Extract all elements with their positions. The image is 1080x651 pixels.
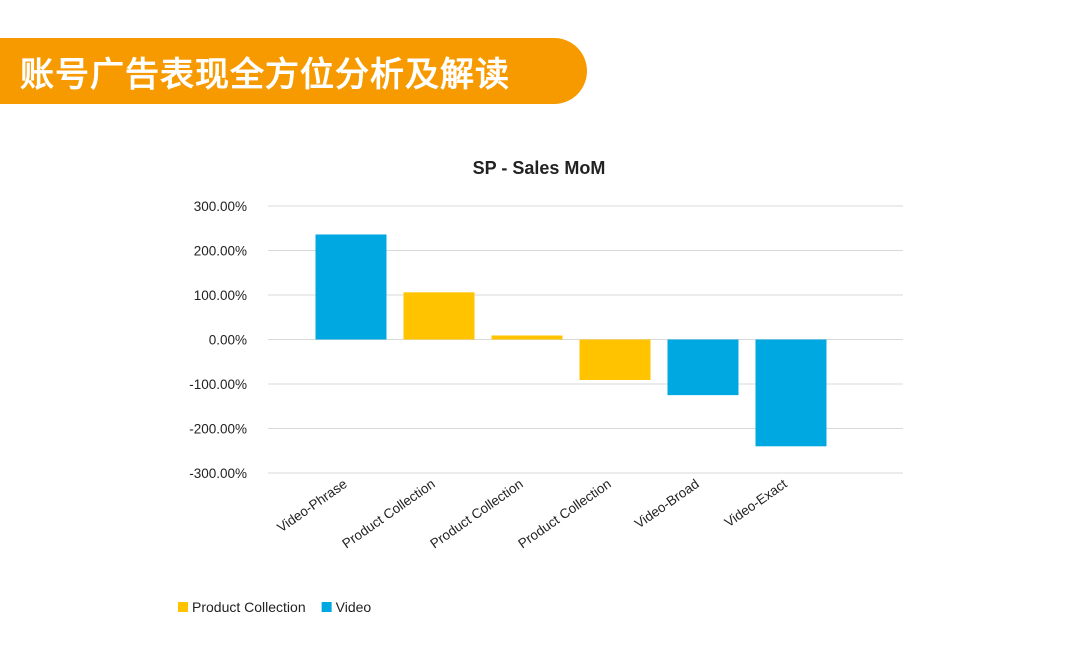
bar [403, 292, 475, 340]
bar [491, 335, 563, 340]
bar [579, 339, 651, 380]
chart-title: SP - Sales MoM [473, 158, 606, 178]
page-title: 账号广告表现全方位分析及解读 [20, 54, 510, 95]
x-tick-label: Product Collection [339, 476, 437, 551]
legend-swatch [321, 602, 332, 612]
bar [755, 339, 827, 447]
x-tick-label: Product Collection [427, 476, 525, 551]
y-tick-label: 0.00% [209, 333, 247, 348]
legend-label: Product Collection [192, 599, 306, 615]
bar [667, 339, 739, 396]
title-banner: 账号广告表现全方位分析及解读 [0, 38, 587, 104]
y-tick-label: -200.00% [189, 422, 247, 437]
x-tick-label: Product Collection [515, 476, 613, 551]
y-tick-label: -300.00% [189, 466, 247, 481]
y-tick-label: -100.00% [189, 377, 247, 392]
y-tick-label: 200.00% [194, 244, 247, 259]
x-tick-label: Video-Phrase [274, 476, 349, 535]
legend-swatch [178, 602, 188, 612]
x-tick-label: Video-Broad [632, 476, 702, 531]
bar [315, 234, 387, 340]
legend-label: Video [336, 599, 372, 615]
x-tick-label: Video-Exact [722, 476, 790, 530]
y-tick-label: 300.00% [194, 199, 247, 214]
y-tick-label: 100.00% [194, 288, 247, 303]
